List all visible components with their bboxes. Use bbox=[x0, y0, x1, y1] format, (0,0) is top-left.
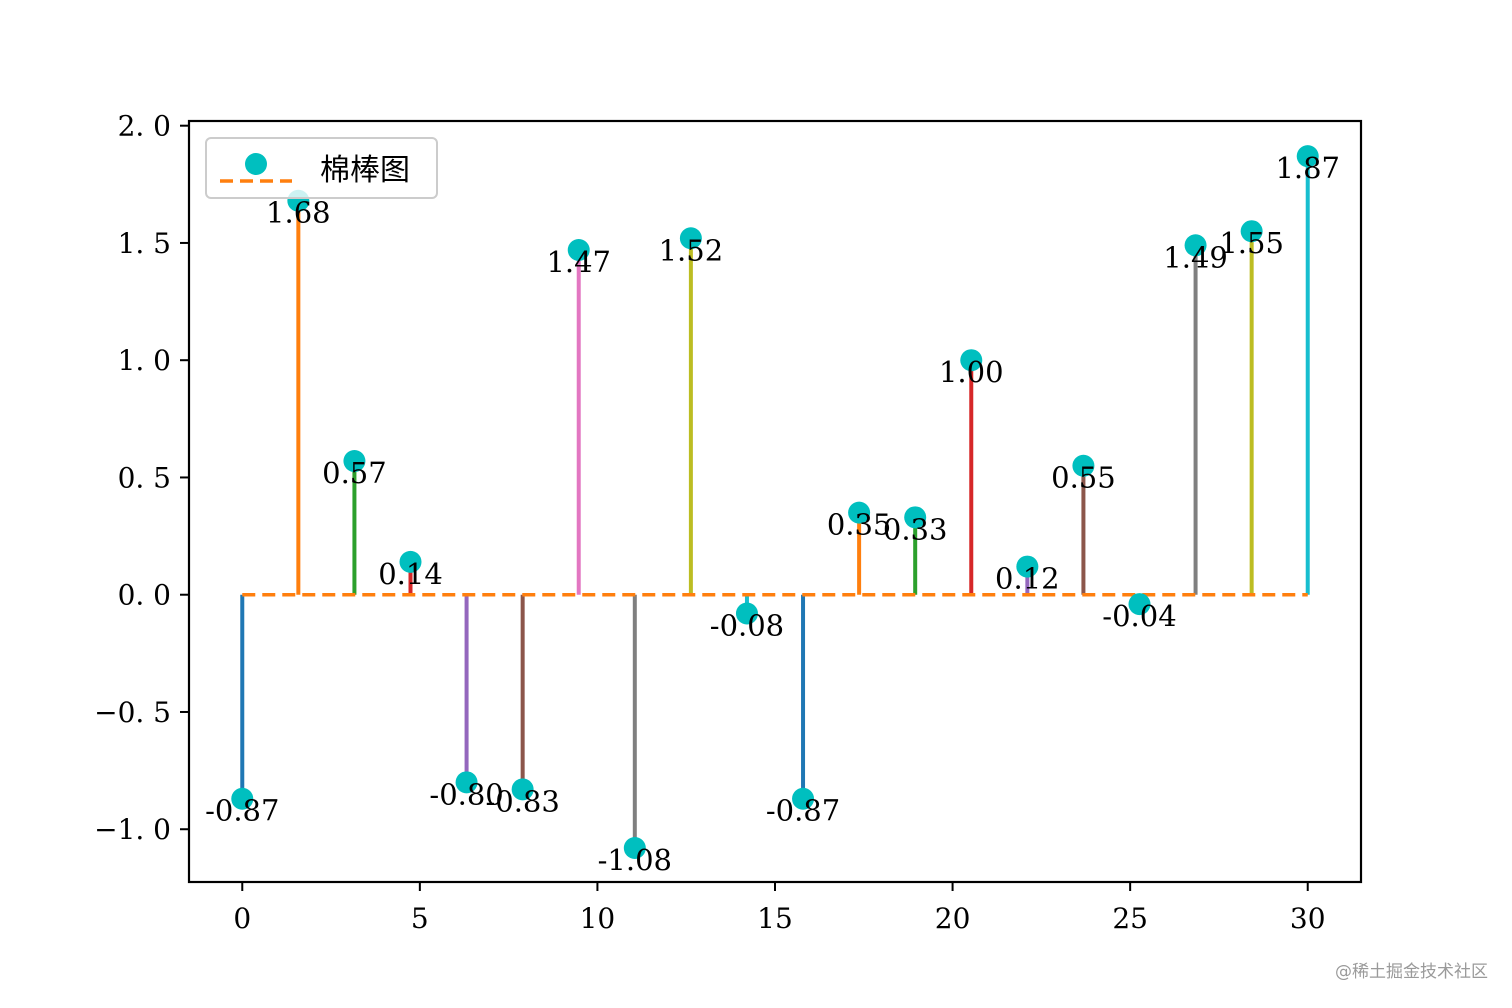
stem-marker bbox=[960, 349, 983, 372]
stem-marker bbox=[1296, 145, 1319, 168]
data-label: -0.87 bbox=[205, 794, 279, 828]
x-tick-label: 30 bbox=[1290, 902, 1326, 935]
stem-marker bbox=[848, 501, 871, 524]
y-tick-label: 0. 0 bbox=[118, 579, 171, 612]
legend-marker-sample bbox=[245, 153, 267, 175]
y-tick-label: 1. 5 bbox=[118, 227, 171, 260]
data-label: -0.80 bbox=[429, 777, 503, 811]
stem-marker bbox=[792, 787, 815, 810]
x-tick-label: 15 bbox=[757, 902, 793, 935]
stem-marker bbox=[455, 771, 478, 794]
y-tick-label: −1. 0 bbox=[94, 813, 171, 846]
data-label: 1.55 bbox=[1219, 226, 1284, 260]
x-tick-label: 20 bbox=[935, 902, 971, 935]
data-label: -0.08 bbox=[710, 608, 784, 642]
y-tick-label: −0. 5 bbox=[94, 696, 171, 729]
data-label: 0.12 bbox=[995, 562, 1060, 596]
y-tick-label: 1. 0 bbox=[118, 344, 171, 377]
data-label: -0.87 bbox=[766, 794, 840, 828]
plot-frame bbox=[187, 119, 1363, 884]
stems-group bbox=[240, 156, 1310, 848]
data-label: 0.14 bbox=[378, 557, 443, 591]
data-label: 0.57 bbox=[322, 456, 387, 490]
data-label: 1.87 bbox=[1275, 151, 1340, 185]
stem-marker bbox=[623, 836, 646, 859]
y-tick-label: 0. 5 bbox=[118, 461, 171, 494]
data-label: 0.33 bbox=[883, 512, 948, 546]
stem-marker bbox=[567, 238, 590, 261]
stem-marker bbox=[904, 506, 927, 529]
stem-marker bbox=[735, 602, 758, 625]
watermark: @稀土掘金技术社区 bbox=[1335, 962, 1488, 982]
stem-marker bbox=[343, 450, 366, 473]
stem-marker bbox=[1184, 234, 1207, 257]
x-tick-label: 0 bbox=[233, 902, 251, 935]
stem-marker bbox=[231, 787, 254, 810]
data-label: -0.04 bbox=[1102, 599, 1176, 633]
data-label: -1.08 bbox=[598, 843, 672, 877]
x-tick-label: 10 bbox=[580, 902, 616, 935]
stem-marker bbox=[1240, 220, 1263, 243]
data-label: 1.52 bbox=[659, 233, 724, 267]
axes-group: 0 5 10 15 20 25 30 −1. 0 −0. 5 0. 0 0. 5 1. 0 1. 5 2.… bbox=[94, 110, 1363, 935]
x-tick-label: 25 bbox=[1112, 902, 1148, 935]
data-label: 0.35 bbox=[827, 508, 892, 542]
x-tick-label: 5 bbox=[411, 902, 429, 935]
stem-marker bbox=[1016, 555, 1039, 578]
data-label: 1.49 bbox=[1163, 240, 1228, 274]
stem-marker bbox=[399, 550, 422, 573]
stem-marker bbox=[679, 227, 702, 250]
data-label: 1.00 bbox=[939, 355, 1004, 389]
data-label: 1.47 bbox=[546, 245, 611, 279]
data-label: 0.55 bbox=[1051, 461, 1116, 495]
legend-frame bbox=[205, 137, 438, 199]
data-labels-group: -0.87 1.68 0.57 0.14 -0.80-0.83 1.47 -1.08 1.52… bbox=[205, 151, 1340, 877]
legend-label: 棉棒图 bbox=[320, 153, 410, 188]
legend: 棉棒图 bbox=[205, 137, 438, 199]
data-label: -0.83 bbox=[485, 784, 559, 818]
markers-group bbox=[231, 145, 1319, 859]
stem-marker bbox=[1128, 593, 1151, 616]
y-tick-label: 2. 0 bbox=[118, 110, 171, 143]
stem-marker bbox=[1072, 454, 1095, 477]
data-label: 1.68 bbox=[266, 196, 331, 230]
stem-marker bbox=[511, 778, 534, 801]
